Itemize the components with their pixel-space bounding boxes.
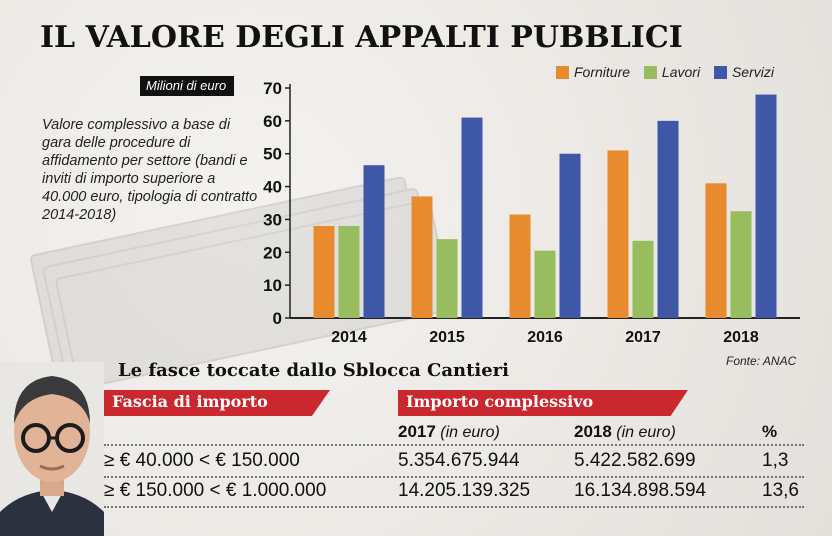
legend-label-servizi: Servizi [731, 64, 774, 80]
row1-band: ≥ € 40.000 < € 150.000 [104, 450, 300, 471]
legend-swatch-servizi [713, 65, 727, 79]
bar-forniture-2014 [313, 226, 335, 318]
bar-forniture-2015 [411, 196, 433, 318]
source-note: Fonte: ANAC [726, 354, 797, 368]
legend: Forniture Lavori Servizi [556, 64, 784, 82]
legend-label-forniture: Forniture [574, 64, 631, 80]
legend-item-servizi: Servizi [713, 64, 774, 80]
portrait-photo [0, 362, 104, 536]
bar-servizi-2014 [363, 165, 385, 318]
x-tick-label: 2018 [723, 329, 759, 346]
pct-header: % [762, 422, 778, 441]
y-tick-label: 30 [263, 210, 282, 229]
row1-pct: 1,3 [762, 450, 789, 471]
bar-lavori-2015 [436, 239, 458, 318]
bar-servizi-2015 [461, 117, 483, 318]
x-tick-label: 2016 [527, 329, 563, 346]
row1-2017: 5.354.675.944 [398, 450, 520, 471]
divider [104, 506, 804, 508]
divider [104, 444, 804, 446]
y-tick-label: 0 [273, 309, 282, 328]
x-tick-label: 2014 [331, 329, 367, 346]
bar-lavori-2014 [338, 226, 360, 318]
bar-servizi-2018 [755, 94, 777, 318]
year-2018: 2018 [574, 422, 612, 441]
subheader-2017: 2017 (in euro) [398, 422, 500, 442]
y-tick-label: 50 [263, 145, 282, 164]
unit-label: Milioni di euro [140, 76, 235, 96]
row2-band: ≥ € 150.000 < € 1.000.000 [104, 480, 327, 501]
bar-servizi-2017 [657, 120, 679, 318]
row2-2018: 16.134.898.594 [574, 480, 707, 501]
bar-lavori-2018 [730, 211, 752, 318]
y-tick-label: 70 [263, 79, 282, 98]
legend-item-forniture: Forniture [556, 64, 630, 80]
bar-forniture-2018 [705, 183, 727, 318]
y-tick-label: 40 [263, 178, 282, 197]
bar-forniture-2017 [607, 150, 629, 318]
y-tick-label: 60 [263, 112, 282, 131]
legend-swatch-lavori [643, 65, 657, 79]
row2-2017: 14.205.139.325 [398, 480, 531, 501]
bar-servizi-2016 [559, 153, 581, 318]
row2-pct: 13,6 [762, 480, 799, 501]
bar-forniture-2016 [509, 214, 531, 318]
unit-note-2017: (in euro) [440, 424, 500, 441]
divider [104, 476, 804, 478]
x-tick-label: 2017 [625, 329, 661, 346]
chart-description: Valore complessivo a base di gara delle … [42, 117, 258, 223]
column-header-total: Importo complessivo [398, 390, 688, 416]
legend-swatch-forniture [556, 65, 569, 79]
subheader-2018: 2018 (in euro) [574, 422, 676, 442]
year-2017: 2017 [398, 422, 436, 441]
subheader-pct: % [762, 422, 777, 442]
x-tick-label: 2015 [429, 329, 465, 346]
bar-lavori-2017 [632, 240, 654, 318]
legend-label-lavori: Lavori [661, 64, 701, 80]
unit-note-2018: (in euro) [616, 424, 676, 441]
y-tick-label: 10 [263, 276, 282, 295]
y-tick-label: 20 [263, 243, 282, 262]
table-subtitle: Le fasce toccate dallo Sblocca Cantieri [118, 360, 510, 381]
chart-title: IL VALORE DEGLI APPALTI PUBBLICI [40, 20, 683, 55]
column-header-band: Fascia di importo [104, 390, 330, 416]
legend-item-lavori: Lavori [643, 64, 701, 80]
row1-2018: 5.422.582.699 [574, 450, 696, 471]
bar-lavori-2016 [534, 250, 556, 318]
